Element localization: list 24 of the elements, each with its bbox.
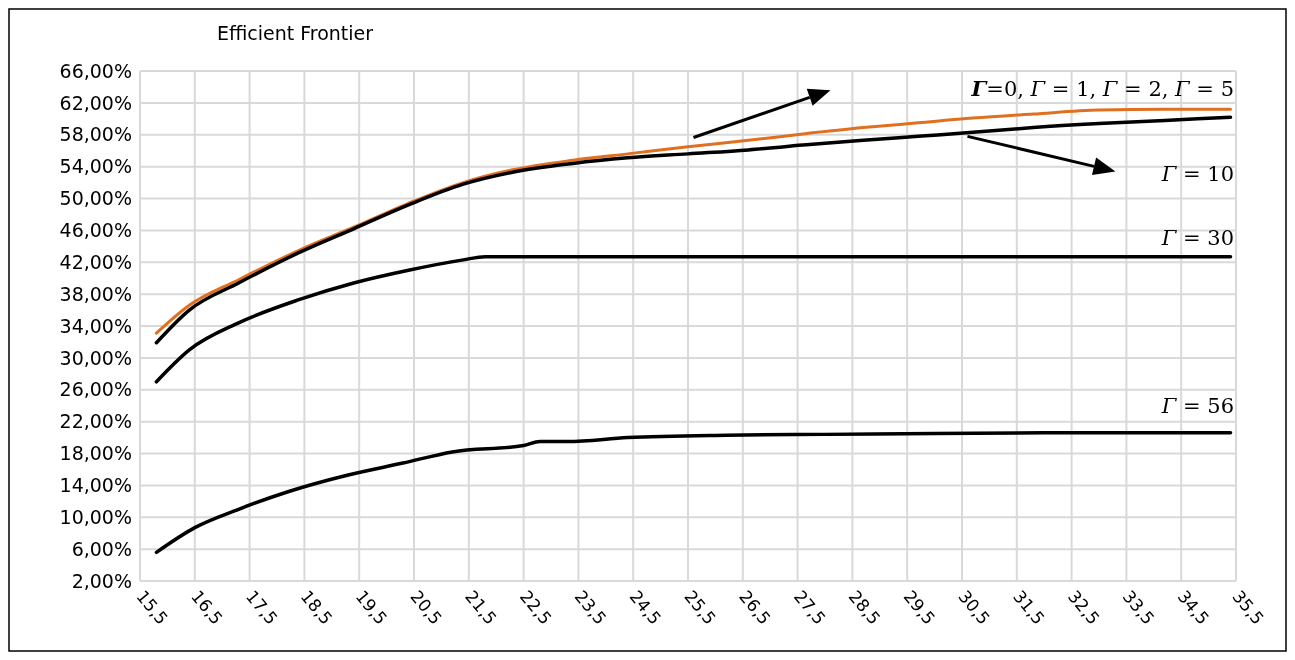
- line-series: [154, 431, 1233, 555]
- series-label: Γ = 56: [1160, 394, 1234, 418]
- y-tick-label: 6,00%: [71, 537, 132, 560]
- y-tick-label: 58,00%: [59, 123, 132, 146]
- y-tick-label: 34,00%: [59, 314, 132, 337]
- chart-title: Efficient Frontier: [216, 22, 374, 44]
- y-tick-label: 38,00%: [59, 282, 132, 305]
- y-tick-label: 22,00%: [59, 410, 132, 433]
- y-tick-label: 46,00%: [59, 219, 132, 242]
- y-tick-label: 14,00%: [59, 474, 132, 497]
- y-tick-label: 62,00%: [59, 91, 132, 114]
- line-series: [154, 254, 1233, 384]
- series-label: Γ=0, Γ = 1, Γ = 2, Γ = 5: [970, 76, 1234, 101]
- series-label: Γ = 30: [1160, 226, 1234, 250]
- legend-label: Γ = 10: [1160, 162, 1234, 186]
- y-tick-label: 18,00%: [59, 442, 132, 465]
- y-tick-label: 10,00%: [59, 505, 132, 528]
- y-tick-label: 30,00%: [59, 346, 132, 369]
- y-tick-label: 66,00%: [59, 59, 132, 82]
- y-tick-label: 2,00%: [71, 569, 132, 592]
- y-tick-label: 26,00%: [59, 378, 132, 401]
- y-tick-label: 42,00%: [59, 250, 132, 273]
- y-tick-label: 54,00%: [59, 155, 132, 178]
- y-tick-label: 50,00%: [59, 187, 132, 210]
